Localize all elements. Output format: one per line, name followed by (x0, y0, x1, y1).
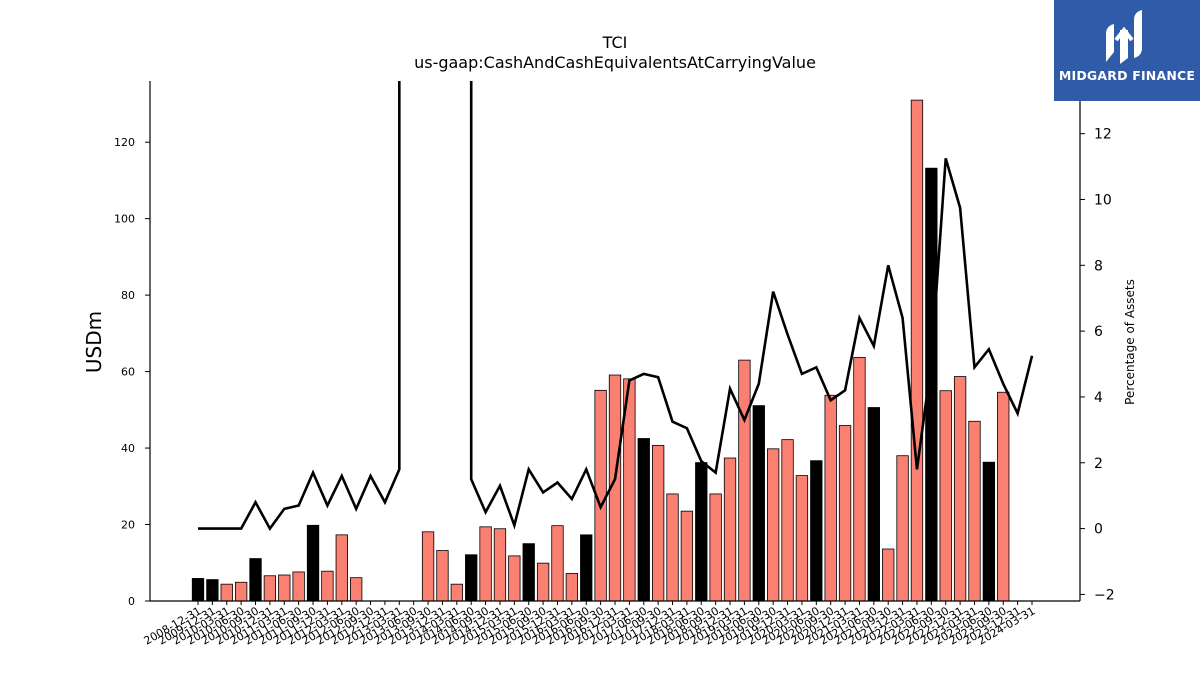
logo-text: MIDGARD FINANCE (1058, 68, 1196, 83)
bar (695, 462, 708, 602)
bar (637, 438, 650, 602)
line-series (198, 81, 1034, 532)
y-axis-right-label: Percentage of Assets (1123, 279, 1137, 405)
bar (680, 510, 694, 602)
bar (249, 558, 262, 602)
y-tick-label: 20 (121, 519, 135, 532)
bar (853, 357, 866, 602)
bar (191, 578, 205, 602)
bar (910, 99, 924, 602)
bar (723, 457, 737, 602)
y-tick-label: 100 (114, 213, 135, 226)
bar (508, 555, 521, 602)
y-axis-left-ticks: 0 20 40 60 80 100 120 (114, 136, 150, 608)
bar (810, 460, 823, 602)
bar (536, 562, 550, 602)
bar (666, 493, 679, 602)
y-axis-right-ticks: −2 0 2 4 6 8 10 12 (1080, 127, 1115, 603)
y-tick-label: 80 (121, 289, 135, 302)
bar (968, 420, 981, 602)
bar (450, 583, 463, 602)
bar (234, 581, 248, 602)
midgard-finance-logo: MIDGARD FINANCE (1054, 0, 1200, 101)
bar (565, 573, 579, 602)
y-axis-left-label: USDm (82, 311, 106, 373)
bar (939, 390, 952, 602)
bar (953, 376, 967, 602)
bar (752, 405, 765, 602)
bar (795, 475, 809, 602)
bar (767, 448, 780, 602)
bar (321, 570, 334, 602)
bar (824, 394, 837, 602)
bar-series (191, 99, 1010, 602)
percentage-line (198, 81, 1034, 532)
y-tick-label: 120 (114, 136, 135, 149)
chart-subtitle: us-gaap:CashAndCashEquivalentsAtCarrying… (414, 53, 816, 72)
y2-tick-label: 10 (1094, 192, 1112, 208)
y2-tick-label: 8 (1094, 258, 1103, 274)
bar (421, 531, 435, 602)
bar (436, 550, 449, 602)
y-tick-label: 0 (128, 595, 135, 608)
bar (882, 548, 895, 602)
midgard-logo-icon (1106, 10, 1142, 64)
y2-tick-label: −2 (1094, 587, 1115, 603)
x-axis-ticks: 2008-12-312009-12-312010-03-312010-06-30… (142, 601, 1038, 648)
bar (263, 575, 277, 602)
y2-tick-label: 4 (1094, 390, 1103, 406)
bar (838, 425, 852, 602)
bar (982, 461, 996, 602)
y2-tick-label: 12 (1094, 127, 1112, 143)
bar (278, 574, 291, 602)
bar (580, 534, 593, 602)
y-tick-label: 60 (121, 366, 135, 379)
bar (551, 525, 564, 602)
bar (465, 554, 478, 602)
bar (867, 407, 880, 602)
bar (522, 543, 535, 602)
bar (350, 577, 363, 602)
bar (206, 579, 219, 602)
bar (479, 526, 492, 602)
bar (306, 524, 320, 602)
bar (220, 583, 233, 602)
bar (896, 455, 909, 602)
bar (651, 444, 665, 602)
bar (335, 534, 348, 602)
chart-title: TCI (602, 33, 628, 52)
bar (493, 528, 507, 602)
y2-tick-label: 6 (1094, 324, 1103, 340)
y-tick-label: 40 (121, 442, 135, 455)
y2-tick-label: 0 (1094, 522, 1103, 538)
y2-tick-label: 2 (1094, 456, 1103, 472)
bar (997, 391, 1010, 602)
bar (709, 493, 722, 602)
bar (781, 439, 794, 602)
bar (292, 571, 305, 602)
bar (738, 359, 751, 602)
